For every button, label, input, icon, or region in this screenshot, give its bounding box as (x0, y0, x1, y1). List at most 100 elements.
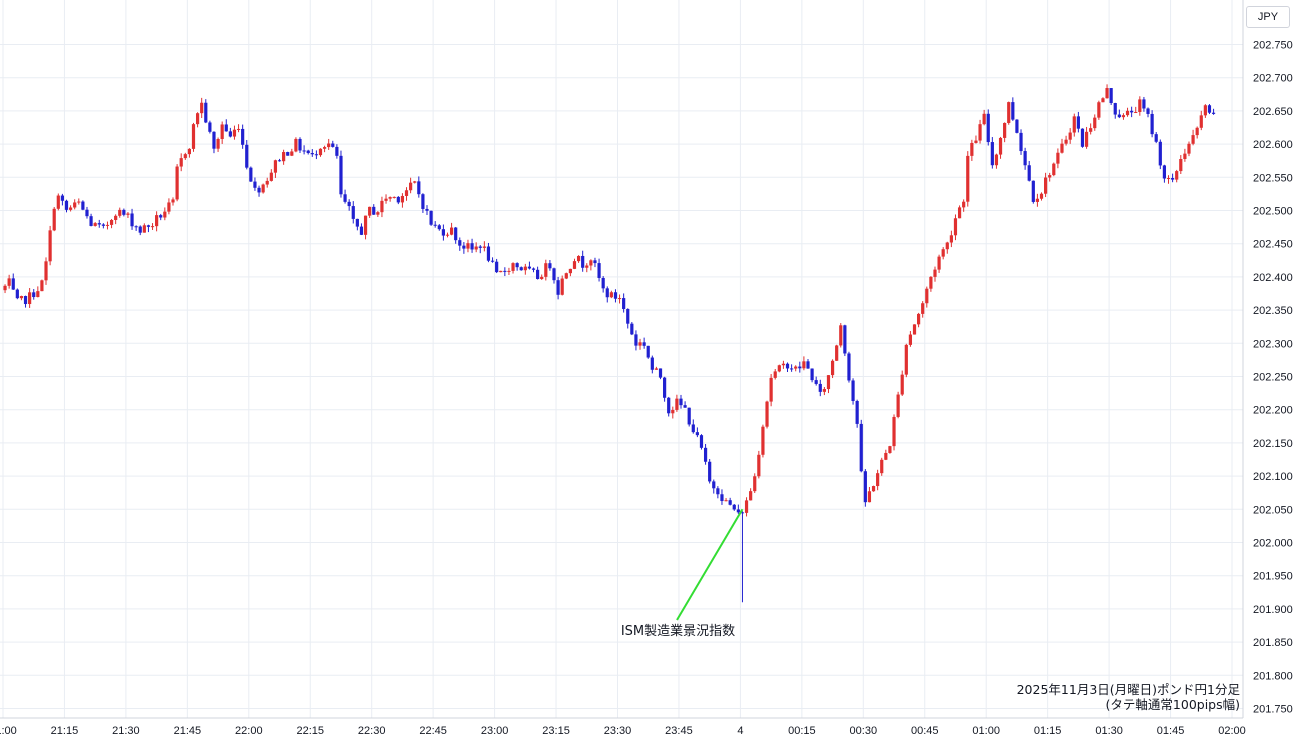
candle-body (904, 344, 908, 375)
candle-body (941, 249, 945, 257)
annotation-pointer-line (676, 508, 744, 621)
candle-body (48, 230, 52, 262)
candle-body (974, 140, 978, 143)
candle-body (937, 256, 941, 270)
candle-body (822, 389, 826, 392)
candle-body (1015, 119, 1019, 133)
candle-body (474, 246, 478, 250)
candle-body (626, 308, 630, 324)
candle-body (1101, 98, 1105, 103)
candle-body (351, 206, 355, 219)
candle-body (335, 146, 339, 156)
price-tick-label: 202.650 (1253, 106, 1293, 118)
annotation-label: ISM製造業景況指数 (621, 623, 735, 639)
time-axis[interactable]: 21:00 21:15 21:30 21:45 22:00 22:15 22:30 22:45… (0, 725, 1246, 737)
candle-body (1187, 143, 1191, 154)
time-tick-label: 22:00 (235, 725, 263, 737)
candle-body (695, 432, 699, 436)
candle-body (1019, 132, 1023, 152)
price-axis[interactable]: 202.750 202.700 202.650 202.600 202.550 202.5… (1253, 40, 1293, 716)
candle-body (339, 155, 343, 195)
candle-body (458, 240, 462, 246)
candle-body (892, 416, 896, 447)
time-tick-label: 01:45 (1157, 725, 1185, 737)
candle-body (138, 226, 142, 233)
candle-body (540, 276, 544, 280)
candle-body (421, 194, 425, 209)
candle-body (917, 313, 921, 325)
candle-body (998, 137, 1003, 155)
candle-body (802, 361, 806, 369)
candle-body (925, 288, 929, 304)
candle-body (720, 494, 724, 502)
candle-body (503, 270, 507, 272)
candle-body (708, 461, 712, 482)
candle-body (85, 209, 89, 217)
candle-body (331, 143, 335, 147)
candle-body (208, 122, 212, 132)
price-tick-label: 202.400 (1253, 272, 1293, 284)
candlestick-series (3, 84, 1216, 603)
candle-body (843, 325, 847, 354)
price-tick-label: 202.500 (1253, 206, 1293, 218)
currency-badge[interactable]: JPY (1246, 6, 1290, 28)
candle-body (241, 128, 245, 145)
candle-body (966, 155, 970, 202)
candle-body (142, 225, 146, 233)
candle-body (1150, 113, 1154, 135)
time-tick-label: 00:15 (788, 725, 816, 737)
candle-body (531, 268, 536, 270)
candle-body (15, 289, 19, 299)
candle-body (1113, 103, 1117, 115)
price-tick-label: 202.150 (1253, 438, 1293, 450)
candle-body (286, 152, 290, 156)
candle-body (536, 269, 540, 280)
candle-body (413, 181, 417, 183)
candle-body (790, 368, 794, 370)
candle-body (404, 190, 409, 196)
candle-body (118, 209, 122, 216)
candle-body (835, 345, 839, 361)
candle-body (1052, 163, 1056, 176)
candle-body (89, 216, 93, 226)
candle-body (486, 246, 491, 261)
candle-body (634, 334, 638, 346)
candle-body (560, 278, 564, 295)
candle-body (282, 152, 286, 162)
candle-body (523, 266, 527, 271)
candle-body (445, 234, 450, 236)
candle-body (384, 198, 388, 201)
candle-body (749, 491, 753, 501)
candle-body (622, 298, 626, 309)
price-tick-label: 201.950 (1253, 571, 1293, 583)
candle-body (818, 383, 822, 392)
price-tick-label: 201.800 (1253, 670, 1293, 682)
candle-body (982, 113, 986, 125)
candle-body (593, 260, 597, 264)
candle-body (204, 102, 208, 123)
time-tick-label: 01:30 (1095, 725, 1123, 737)
candle-body (970, 142, 974, 156)
candle-body (269, 172, 273, 181)
candle-body (122, 209, 126, 215)
candle-body (400, 195, 405, 203)
candle-body (179, 158, 183, 167)
candle-body (470, 243, 474, 250)
candle-body (871, 486, 876, 492)
candle-body (449, 227, 454, 235)
candle-body (810, 368, 814, 381)
candle-body (1109, 88, 1113, 104)
candle-body (572, 261, 577, 269)
candle-body (638, 342, 642, 346)
candle-body (654, 368, 659, 370)
candle-body (52, 208, 56, 231)
candle-body (1170, 178, 1175, 180)
candle-body (794, 366, 798, 369)
candle-body (839, 325, 843, 346)
candle-body (150, 226, 155, 228)
candle-body (1093, 117, 1097, 129)
candle-body (163, 211, 167, 218)
candle-body (32, 292, 36, 298)
candle-body (1154, 134, 1158, 142)
